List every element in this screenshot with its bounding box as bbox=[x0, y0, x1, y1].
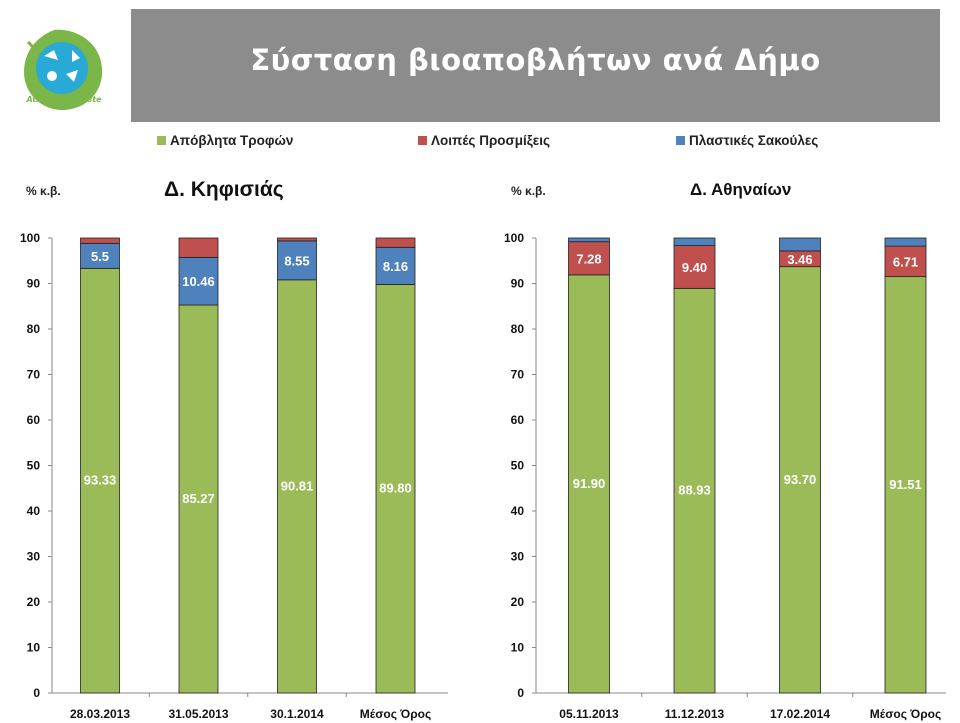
legend-swatch-red bbox=[418, 136, 427, 145]
x-tick-label: 30.1.2014 bbox=[270, 707, 324, 721]
y-tick-label: 10 bbox=[27, 641, 41, 655]
bar-segment bbox=[884, 245, 927, 278]
bar-segment bbox=[178, 237, 219, 258]
data-label: 93.33 bbox=[84, 473, 117, 488]
y-tick-label: 30 bbox=[511, 550, 525, 564]
legend-swatch-blue bbox=[676, 136, 685, 145]
y-tick-label: 80 bbox=[27, 322, 41, 336]
data-label: 93.70 bbox=[784, 472, 817, 487]
legend-item-other-impurities: Λοιπές Προσμίξεις bbox=[418, 133, 550, 148]
x-tick-label: 05.11.2013 bbox=[559, 707, 619, 721]
data-label: 91.90 bbox=[573, 476, 606, 491]
y-tick-label: 90 bbox=[27, 277, 41, 291]
bar-segment bbox=[80, 267, 120, 694]
bar-segment bbox=[568, 237, 610, 243]
bar-segment bbox=[80, 242, 120, 269]
data-label: 8.55 bbox=[284, 253, 309, 268]
left-chart-ylabel: % κ.β. bbox=[26, 184, 61, 198]
data-label: 90.81 bbox=[281, 478, 314, 493]
bar-segment bbox=[779, 266, 821, 694]
data-label: 6.71 bbox=[893, 254, 918, 269]
bar-segment bbox=[673, 237, 716, 246]
legend-item-food-waste: Απόβλητα Τροφών bbox=[157, 133, 293, 148]
y-tick-label: 50 bbox=[511, 459, 525, 473]
y-tick-label: 90 bbox=[511, 277, 525, 291]
y-tick-label: 50 bbox=[27, 459, 41, 473]
right-chart-ylabel: % κ.β. bbox=[511, 184, 546, 198]
y-tick-label: 100 bbox=[20, 231, 40, 245]
bar-segment bbox=[178, 257, 219, 306]
x-tick-label: Μέσος Όρος bbox=[870, 707, 941, 721]
y-tick-label: 0 bbox=[33, 686, 40, 700]
y-tick-label: 40 bbox=[27, 504, 41, 518]
left-chart-title: Δ. Κηφισιάς bbox=[164, 178, 284, 201]
bar-segment bbox=[277, 237, 317, 242]
x-tick-label: 17.02.2014 bbox=[770, 707, 830, 721]
legend-item-plastic-bags: Πλαστικές Σακούλες bbox=[676, 133, 818, 148]
y-tick-label: 70 bbox=[27, 368, 41, 382]
y-tick-label: 60 bbox=[27, 413, 41, 427]
y-tick-label: 20 bbox=[27, 595, 41, 609]
right-chart-title: Δ. Αθηναίων bbox=[690, 180, 792, 199]
bar-segment bbox=[277, 279, 317, 694]
bar-segment bbox=[568, 274, 610, 694]
bar-segment bbox=[884, 237, 927, 247]
data-label: 9.40 bbox=[682, 260, 707, 275]
logo-text: Athens Biowaste bbox=[25, 95, 102, 104]
data-label: 91.51 bbox=[889, 477, 922, 492]
data-label: 10.46 bbox=[182, 274, 215, 289]
y-tick-label: 30 bbox=[27, 550, 41, 564]
title-bar: Σύσταση βιοαποβλήτων ανά Δήμο bbox=[131, 9, 940, 122]
page-title: Σύσταση βιοαποβλήτων ανά Δήμο bbox=[250, 43, 821, 77]
data-label: 88.93 bbox=[678, 483, 711, 498]
bar-segment bbox=[178, 304, 219, 694]
legend-label: Απόβλητα Τροφών bbox=[170, 133, 294, 148]
bar-segment bbox=[568, 241, 610, 276]
x-tick-label: 31.05.2013 bbox=[168, 707, 228, 721]
bar-segment bbox=[673, 287, 716, 694]
y-tick-label: 0 bbox=[517, 686, 524, 700]
data-label: 8.16 bbox=[383, 259, 408, 274]
x-tick-label: 28.03.2013 bbox=[70, 707, 130, 721]
y-tick-label: 70 bbox=[511, 368, 525, 382]
x-tick-label: Μέσος Όρος bbox=[360, 707, 431, 721]
data-label: 85.27 bbox=[182, 491, 215, 506]
y-tick-label: 60 bbox=[511, 413, 525, 427]
legend-label: Λοιπές Προσμίξεις bbox=[431, 133, 550, 148]
data-label: 5.5 bbox=[91, 249, 109, 264]
bar-segment bbox=[673, 245, 716, 289]
y-tick-label: 10 bbox=[511, 641, 525, 655]
bar-segment bbox=[375, 246, 416, 285]
bar-segment bbox=[884, 276, 927, 694]
bar-segment bbox=[779, 237, 821, 252]
legend-label: Πλαστικές Σακούλες bbox=[689, 133, 819, 148]
bar-segment bbox=[375, 237, 416, 248]
y-tick-label: 20 bbox=[511, 595, 525, 609]
legend-swatch-green bbox=[157, 136, 166, 145]
x-tick-label: 11.12.2013 bbox=[665, 707, 725, 721]
chart-legend: Απόβλητα Τροφών Λοιπές Προσμίξεις Πλαστι… bbox=[0, 133, 960, 153]
data-label: 89.80 bbox=[379, 481, 412, 496]
bar-segment bbox=[80, 237, 120, 244]
y-tick-label: 40 bbox=[511, 504, 525, 518]
y-tick-label: 100 bbox=[504, 231, 524, 245]
data-label: 7.28 bbox=[576, 251, 601, 266]
y-tick-label: 80 bbox=[511, 322, 525, 336]
biowaste-logo-icon: Athens Biowaste bbox=[14, 22, 114, 122]
data-label: 3.46 bbox=[787, 252, 812, 267]
